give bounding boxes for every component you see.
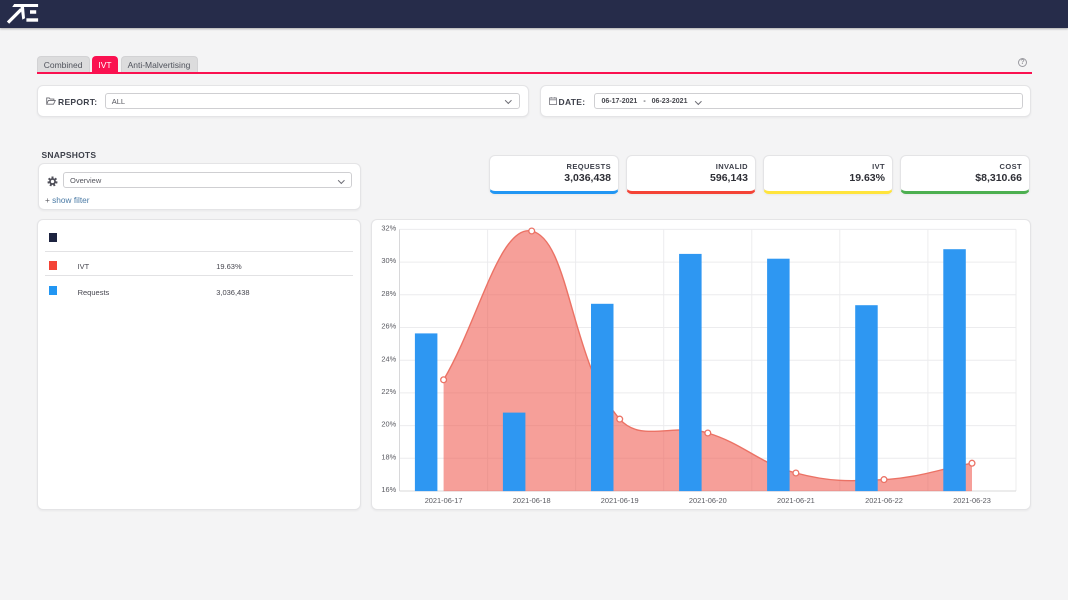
svg-text:2021-06-20: 2021-06-20: [689, 496, 727, 505]
svg-text:24%: 24%: [381, 354, 396, 363]
svg-text:18%: 18%: [381, 452, 396, 461]
svg-text:2021-06-17: 2021-06-17: [425, 496, 463, 505]
svg-text:16%: 16%: [381, 485, 396, 494]
svg-text:2021-06-21: 2021-06-21: [777, 496, 815, 505]
svg-text:2021-06-23: 2021-06-23: [953, 496, 991, 505]
svg-text:2021-06-18: 2021-06-18: [513, 496, 551, 505]
svg-text:28%: 28%: [381, 289, 396, 298]
svg-text:2021-06-22: 2021-06-22: [865, 496, 903, 505]
svg-text:20%: 20%: [381, 420, 396, 429]
svg-text:2021-06-19: 2021-06-19: [601, 496, 639, 505]
svg-text:26%: 26%: [381, 322, 396, 331]
svg-text:32%: 32%: [381, 224, 396, 233]
svg-text:30%: 30%: [381, 256, 396, 265]
svg-text:22%: 22%: [381, 387, 396, 396]
